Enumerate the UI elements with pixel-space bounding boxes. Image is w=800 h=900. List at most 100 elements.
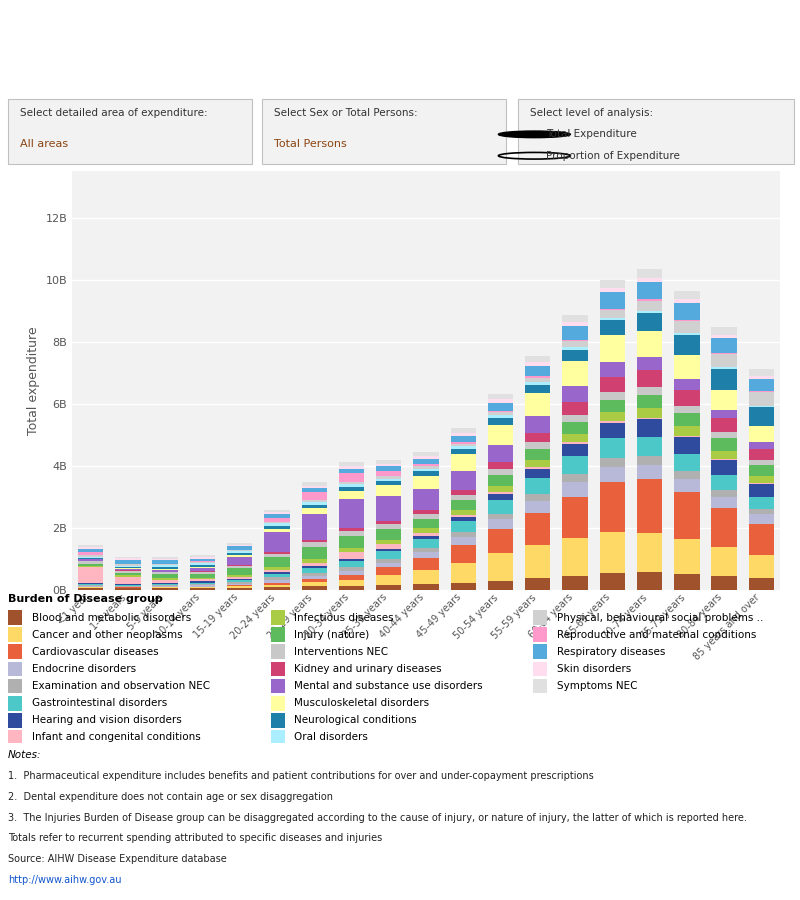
FancyBboxPatch shape (270, 610, 285, 626)
Bar (525, 467, 550, 469)
Bar (190, 573, 215, 578)
Bar (749, 442, 774, 449)
Bar (227, 544, 252, 546)
Bar (78, 545, 103, 547)
FancyBboxPatch shape (534, 662, 547, 677)
Bar (227, 557, 252, 565)
Text: 1.  Pharmaceutical expenditure includes benefits and patient contributions for o: 1. Pharmaceutical expenditure includes b… (8, 770, 594, 780)
Bar (227, 578, 252, 579)
Bar (264, 515, 290, 518)
Bar (674, 333, 699, 336)
Bar (302, 587, 327, 590)
Bar (674, 379, 699, 391)
Bar (302, 486, 327, 488)
FancyBboxPatch shape (8, 627, 22, 643)
Bar (637, 331, 662, 357)
Bar (488, 554, 513, 580)
Bar (450, 433, 476, 436)
Bar (302, 540, 327, 542)
Bar (488, 400, 513, 402)
FancyBboxPatch shape (534, 644, 547, 660)
Bar (227, 543, 252, 544)
Bar (264, 587, 290, 590)
Bar (562, 341, 588, 346)
FancyBboxPatch shape (8, 679, 22, 694)
Bar (711, 418, 737, 432)
Bar (153, 565, 178, 568)
Bar (600, 288, 625, 292)
Text: Physical, behavioural social problems ..: Physical, behavioural social problems .. (557, 613, 763, 623)
Bar (749, 578, 774, 590)
Bar (302, 568, 327, 572)
Bar (711, 490, 737, 497)
Bar (414, 533, 438, 536)
FancyBboxPatch shape (270, 627, 285, 643)
Bar (525, 433, 550, 442)
Bar (637, 300, 662, 301)
Bar (525, 382, 550, 384)
Bar (302, 562, 327, 566)
Bar (600, 533, 625, 573)
Bar (190, 582, 215, 584)
Bar (600, 280, 625, 288)
Bar (711, 369, 737, 390)
Bar (190, 584, 215, 586)
Bar (637, 370, 662, 387)
Bar (153, 580, 178, 582)
Bar (562, 482, 588, 497)
Text: Burden of Disease group: Burden of Disease group (8, 594, 162, 604)
Bar (711, 475, 737, 490)
Bar (115, 560, 141, 563)
Bar (115, 565, 141, 567)
Bar (376, 529, 402, 540)
Bar (376, 460, 402, 464)
Bar (264, 572, 290, 573)
Bar (525, 469, 550, 478)
Bar (562, 402, 588, 415)
Bar (153, 559, 178, 561)
Bar (414, 552, 438, 558)
Bar (227, 554, 252, 555)
Bar (637, 301, 662, 310)
Bar (153, 569, 178, 570)
Bar (227, 569, 252, 575)
Bar (376, 496, 402, 521)
Bar (488, 486, 513, 491)
Bar (190, 567, 215, 569)
Text: Hearing and vision disorders: Hearing and vision disorders (31, 716, 182, 725)
Bar (414, 459, 438, 464)
Bar (190, 589, 215, 590)
Bar (600, 573, 625, 590)
Text: Respiratory diseases: Respiratory diseases (557, 647, 665, 657)
Bar (600, 392, 625, 400)
Bar (264, 552, 290, 554)
Bar (711, 451, 737, 459)
Text: Interventions NEC: Interventions NEC (294, 647, 388, 657)
Text: Examination and observation NEC: Examination and observation NEC (31, 681, 210, 691)
Bar (227, 583, 252, 586)
Bar (525, 416, 550, 433)
Bar (78, 547, 103, 549)
Bar (711, 390, 737, 410)
Bar (674, 436, 699, 437)
Bar (600, 309, 625, 310)
Bar (450, 544, 476, 562)
Bar (488, 475, 513, 486)
Bar (600, 376, 625, 392)
Bar (227, 552, 252, 554)
Bar (339, 487, 364, 491)
Bar (637, 418, 662, 419)
Bar (115, 556, 141, 558)
Bar (749, 515, 774, 524)
Bar (414, 528, 438, 533)
Bar (302, 580, 327, 582)
Bar (264, 512, 290, 515)
FancyBboxPatch shape (8, 662, 22, 677)
Bar (339, 462, 364, 466)
Bar (450, 471, 476, 490)
Bar (339, 466, 364, 469)
Bar (339, 484, 364, 487)
FancyBboxPatch shape (8, 99, 252, 164)
Bar (190, 557, 215, 559)
Bar (525, 365, 550, 376)
